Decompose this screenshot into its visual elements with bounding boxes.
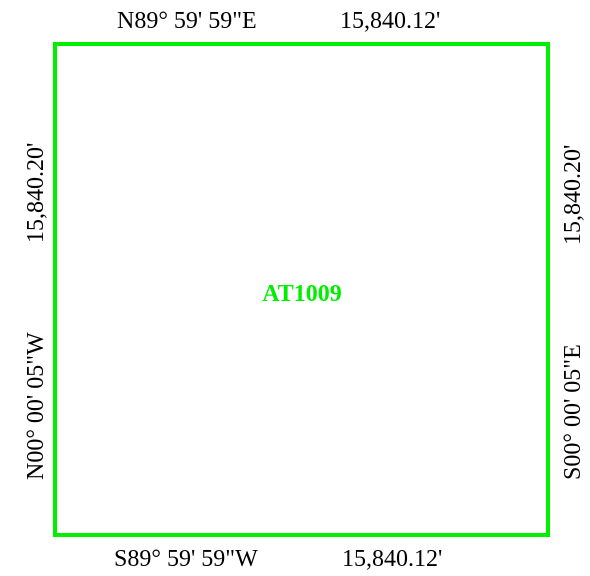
south-bearing: S89° 59' 59"W	[114, 546, 258, 572]
east-bearing: S00° 00' 05"E	[560, 344, 586, 480]
south-distance: 15,840.12'	[342, 546, 442, 572]
parcel-id-label: AT1009	[262, 281, 342, 307]
east-distance: 15,840.20'	[560, 145, 586, 245]
west-distance: 15,840.20'	[23, 143, 49, 243]
parcel-boundary	[53, 42, 550, 537]
north-bearing: N89° 59' 59"E	[117, 8, 257, 34]
north-distance: 15,840.12'	[340, 8, 440, 34]
west-bearing: N00° 00' 05"W	[23, 332, 49, 480]
